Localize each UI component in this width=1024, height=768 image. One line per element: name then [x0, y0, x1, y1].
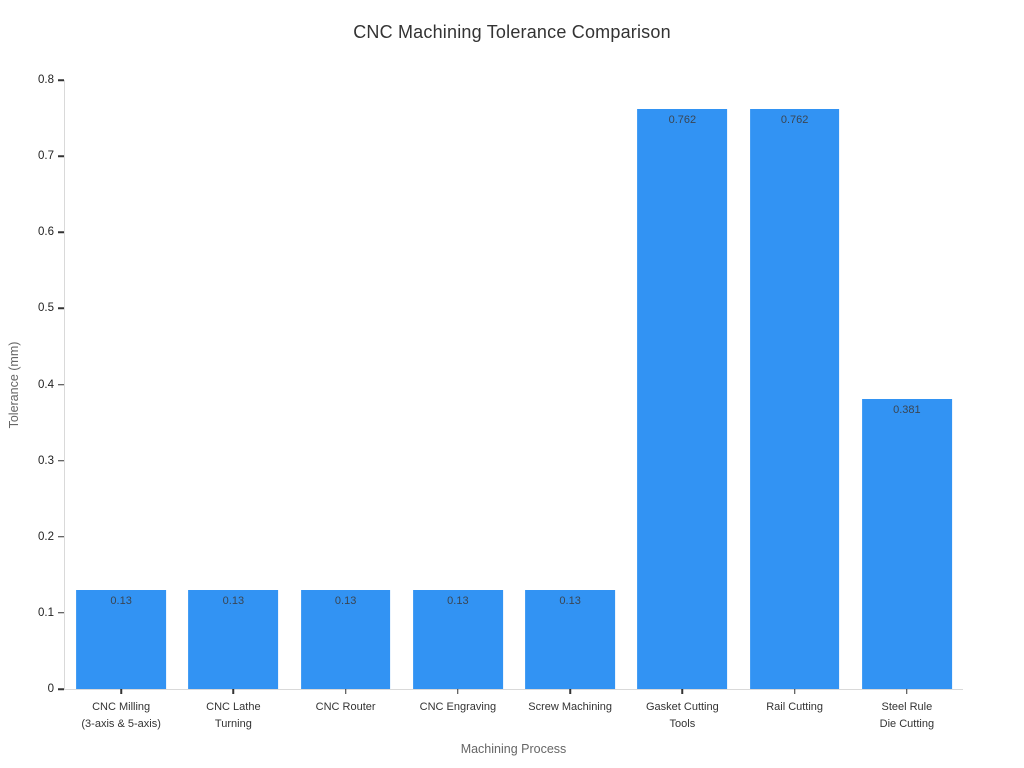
y-tick-mark [58, 79, 64, 81]
bar: 0.762 [749, 108, 840, 689]
bar-value-label: 0.13 [222, 595, 245, 608]
bar-slot: 0.762 Gasket Cutting Tools [626, 80, 738, 730]
bar: 0.13 [76, 590, 167, 689]
bar-slot: 0.13 CNC Router [290, 80, 402, 713]
y-tick-label: 0.4 [38, 378, 54, 391]
x-tick-mark [569, 689, 571, 694]
y-tick-label: 0.2 [38, 530, 54, 543]
x-tick-label: CNC Engraving [419, 701, 497, 713]
y-tick-mark [58, 307, 64, 310]
x-tick-label: CNC Router [315, 701, 376, 713]
chart-title: CNC Machining Tolerance Comparison [353, 22, 671, 42]
bar: 0.13 [188, 590, 279, 689]
x-tick-mark [681, 689, 684, 694]
x-tick-mark [120, 689, 122, 694]
y-tick-label: 0.8 [38, 74, 54, 86]
x-tick-mark [344, 689, 347, 694]
bar-slot: 0.13 Screw Machining [514, 80, 626, 713]
y-tick-label: 0.7 [38, 150, 54, 163]
x-tick-label: CNC Lathe Turning [206, 701, 261, 730]
bar-value-label: 0.13 [559, 595, 581, 608]
bar-value-label: 0.381 [893, 403, 921, 416]
y-tick-label: 0 [47, 683, 54, 695]
x-tick-label: CNC Milling (3-axis & 5-axis) [81, 701, 161, 730]
y-tick-label: 0.5 [38, 302, 54, 315]
bar-value-label: 0.762 [780, 113, 809, 126]
x-tick-mark [232, 689, 235, 694]
x-tick-mark [793, 689, 796, 694]
y-tick-mark [58, 536, 64, 538]
bar-value-label: 0.762 [668, 113, 697, 126]
bar-slot: 0.13 CNC Milling (3-axis & 5-axis) [65, 80, 177, 730]
x-tick-mark [457, 689, 459, 694]
bar-slot: 0.13 CNC Engraving [402, 80, 514, 713]
y-axis-title: Tolerance (mm) [7, 341, 21, 429]
bar-slot: 0.762 Rail Cutting [739, 80, 851, 713]
bar-slot: 0.381 Steel Rule Die Cutting [851, 80, 963, 730]
y-tick-mark [58, 155, 64, 157]
bar: 0.762 [637, 108, 728, 689]
bar-value-label: 0.13 [447, 595, 469, 608]
bar-value-label: 0.13 [334, 595, 357, 608]
y-tick-label: 0.6 [38, 226, 54, 239]
x-tick-label: Gasket Cutting Tools [645, 701, 719, 730]
y-tick-mark [58, 612, 64, 614]
y-tick-label: 0.1 [38, 606, 54, 619]
x-tick-label: Rail Cutting [766, 701, 824, 713]
bar-value-label: 0.13 [110, 595, 132, 608]
y-tick-mark [58, 459, 64, 462]
bar: 0.13 [300, 590, 391, 689]
bar: 0.13 [412, 590, 503, 689]
x-tick-label: Steel Rule Die Cutting [879, 701, 935, 730]
y-tick-mark [58, 231, 64, 233]
bar: 0.13 [525, 590, 616, 689]
x-tick-label: Screw Machining [528, 701, 612, 713]
y-tick-label: 0.3 [38, 454, 54, 467]
y-tick-mark [58, 688, 64, 690]
x-axis-title: Machining Process [460, 742, 567, 756]
x-tick-mark [906, 689, 908, 694]
bar-slot: 0.13 CNC Lathe Turning [177, 80, 289, 730]
y-tick-mark [58, 383, 64, 386]
bar: 0.381 [861, 398, 952, 689]
plot-area: 0 0.1 0.2 0.3 0.4 0.5 0.6 0.7 0.8 0.13 CNC Millin… [38, 74, 963, 730]
